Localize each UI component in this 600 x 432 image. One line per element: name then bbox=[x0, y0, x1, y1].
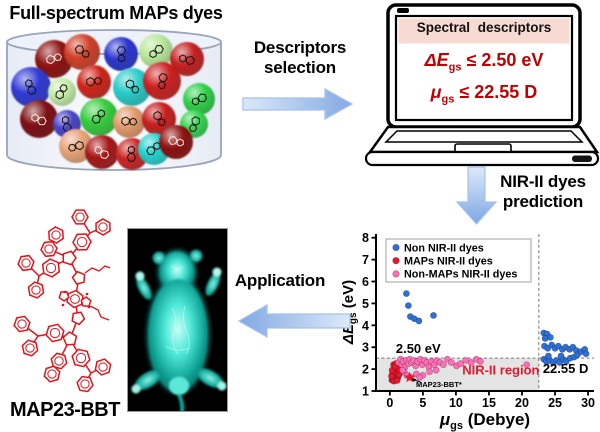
y-tick-label: 8 bbox=[362, 231, 369, 245]
laptop-keyboard bbox=[384, 130, 584, 143]
laptop-front-edge bbox=[364, 150, 600, 167]
star-annotation-label: MAP23-BBT* bbox=[416, 380, 462, 389]
left-arrow-icon bbox=[237, 303, 351, 339]
mouse-fluorescence-image bbox=[127, 228, 228, 412]
dye-molecule-glyph bbox=[116, 46, 127, 63]
down-arrow-icon bbox=[455, 166, 498, 225]
data-point bbox=[426, 368, 433, 376]
x-tick-label: 0 bbox=[386, 396, 393, 410]
dye-molecule-glyph bbox=[24, 79, 37, 96]
data-point bbox=[402, 290, 410, 297]
descriptors-selection-label: Descriptors selection bbox=[253, 38, 347, 77]
dye-dish-illustration bbox=[6, 29, 222, 171]
annotation-arrowhead bbox=[411, 378, 417, 382]
mouse-vasculature bbox=[164, 265, 191, 355]
data-point bbox=[523, 361, 531, 369]
map23-bbt-star-marker bbox=[404, 371, 416, 383]
dipole-threshold-label: 22.55 D bbox=[543, 361, 589, 376]
criterion-dipole-moment: μgs ≤ 22.55 D bbox=[430, 82, 538, 106]
dye-molecule-glyph bbox=[55, 84, 68, 100]
dye-molecule-glyph bbox=[125, 79, 140, 94]
screen-header-band bbox=[398, 18, 570, 44]
dye-molecule-glyph bbox=[178, 54, 195, 65]
x-tick-label: 25 bbox=[548, 396, 562, 410]
dye-molecule-glyph bbox=[191, 93, 208, 106]
dye-molecule-glyph bbox=[91, 109, 106, 124]
x-tick-label: 5 bbox=[419, 396, 426, 410]
data-point bbox=[393, 377, 401, 384]
nir2-prediction-label: NIR-II dyes prediction bbox=[500, 172, 586, 211]
y-tick-label: 5 bbox=[362, 297, 369, 311]
x-tick-label: 30 bbox=[581, 396, 595, 410]
x-tick-label: 20 bbox=[515, 396, 529, 410]
data-point bbox=[416, 374, 423, 381]
y-tick-label: 2 bbox=[362, 363, 369, 377]
data-point bbox=[457, 360, 464, 368]
dye-molecule-glyph bbox=[188, 116, 201, 132]
dye-molecule-glyph bbox=[157, 73, 168, 90]
application-label: Application bbox=[234, 271, 326, 290]
data-point bbox=[476, 358, 484, 365]
scatter-chart: 0 5 10 15 20 25 30 1 2 3 4 5 6 7 8 2.50 eV 22.55 D NIR-II… bbox=[340, 231, 595, 432]
energy-threshold-label: 2.50 eV bbox=[396, 341, 441, 356]
spectral-descriptors-title: Spectral descriptors bbox=[416, 20, 552, 35]
x-axis-title: μgs (Debye) bbox=[439, 410, 530, 432]
data-point bbox=[439, 361, 447, 369]
legend-marker bbox=[392, 270, 400, 278]
right-arrow-icon bbox=[242, 87, 354, 121]
dye-molecule-glyph bbox=[61, 115, 72, 132]
dye-molecule-glyph bbox=[121, 116, 138, 126]
data-point bbox=[391, 363, 399, 371]
y-tick-label: 3 bbox=[362, 341, 369, 355]
dye-molecule-glyph bbox=[126, 145, 137, 162]
map23-bbt-structure bbox=[13, 209, 112, 393]
nir2-region-label: NIR-II region bbox=[462, 363, 539, 378]
y-tick-label: 1 bbox=[362, 385, 369, 399]
molecule-name-label: MAP23-BBT bbox=[10, 399, 120, 421]
data-point bbox=[404, 302, 412, 310]
criterion-energy-gap: ΔEgs ≤ 2.50 eV bbox=[424, 50, 544, 74]
dye-molecule-glyph bbox=[86, 77, 103, 87]
legend-box bbox=[385, 238, 532, 283]
data-point bbox=[447, 359, 455, 366]
data-point bbox=[545, 352, 552, 360]
dye-molecule-glyph bbox=[168, 136, 184, 147]
dye-molecule-glyph bbox=[67, 140, 85, 152]
dye-molecule-glyph bbox=[74, 45, 90, 58]
data-point bbox=[582, 350, 590, 358]
laptop-camera-icon bbox=[397, 8, 409, 13]
molecule-drawing bbox=[13, 209, 112, 393]
mouse-body bbox=[131, 249, 227, 412]
y-tick-label: 6 bbox=[362, 275, 369, 289]
y-tick-label: 4 bbox=[362, 319, 369, 333]
laptop-illustration bbox=[364, 3, 600, 167]
x-tick-label: 10 bbox=[449, 396, 463, 410]
dye-molecule-glyph bbox=[94, 146, 110, 160]
data-point bbox=[430, 312, 437, 319]
data-point bbox=[399, 366, 406, 374]
legend-marker bbox=[392, 243, 400, 252]
data-point bbox=[432, 366, 440, 374]
y-tick-label: 7 bbox=[362, 253, 369, 267]
legend-marker bbox=[392, 257, 400, 265]
dye-molecule-glyph bbox=[31, 113, 47, 126]
data-point bbox=[415, 317, 423, 325]
dye-molecule-glyph bbox=[45, 53, 62, 65]
legend-label: MAPs NIR-II dyes bbox=[404, 256, 493, 268]
dye-molecule-glyph bbox=[153, 110, 166, 127]
data-point bbox=[546, 333, 554, 341]
dye-balls bbox=[11, 34, 215, 170]
legend-label: Non NIR-II dyes bbox=[404, 242, 484, 254]
image-border bbox=[127, 228, 228, 412]
dish-title: Full-spectrum MAPs dyes bbox=[9, 3, 223, 23]
data-point bbox=[467, 359, 475, 366]
data-point bbox=[557, 352, 565, 360]
dye-molecule-glyph bbox=[149, 44, 164, 59]
x-tick-label: 15 bbox=[482, 396, 496, 410]
legend-label: Non-MAPs NIR-II dyes bbox=[404, 269, 517, 281]
laptop-port bbox=[572, 155, 592, 162]
